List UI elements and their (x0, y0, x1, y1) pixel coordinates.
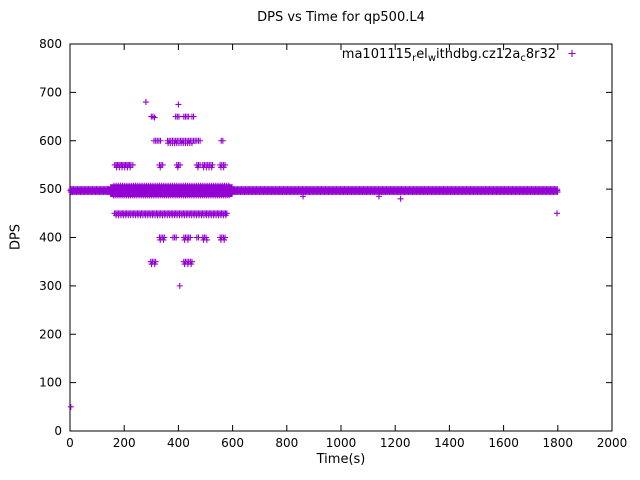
tick-labels: 0 200 400 600 800 1000 1200 1400 1600 1800 2000 0 10… (39, 37, 627, 450)
y-tick-label: 400 (39, 231, 62, 245)
x-tick-label: 2000 (597, 436, 628, 450)
y-tick-label: 800 (39, 37, 62, 51)
x-tick-label: 1800 (543, 436, 574, 450)
legend-marker-icon (568, 50, 576, 57)
x-axis-label: Time(s) (316, 452, 366, 467)
x-tick-label: 1000 (326, 436, 357, 450)
axis-ticks (69, 43, 613, 432)
x-tick-label: 1200 (380, 436, 411, 450)
chart-title: DPS vs Time for qp500.L4 (257, 10, 425, 25)
x-tick-label: 0 (66, 436, 74, 450)
y-tick-label: 0 (54, 424, 62, 438)
y-tick-label: 100 (39, 376, 62, 390)
x-tick-label: 1400 (434, 436, 465, 450)
y-tick-label: 600 (39, 134, 62, 148)
x-tick-label: 800 (275, 436, 298, 450)
legend: ma101115relwithdbg.cz12ac8r32 (342, 47, 576, 64)
axis-frame (69, 43, 613, 432)
y-tick-label: 700 (39, 85, 62, 99)
y-tick-label: 200 (39, 327, 62, 341)
y-tick-label: 300 (39, 279, 62, 293)
y-tick-label: 500 (39, 182, 62, 196)
x-tick-label: 600 (221, 436, 244, 450)
legend-label: ma101115relwithdbg.cz12ac8r32 (342, 47, 556, 64)
x-tick-label: 200 (113, 436, 136, 450)
data-points (67, 99, 561, 410)
x-tick-label: 1600 (488, 436, 519, 450)
x-tick-label: 400 (167, 436, 190, 450)
